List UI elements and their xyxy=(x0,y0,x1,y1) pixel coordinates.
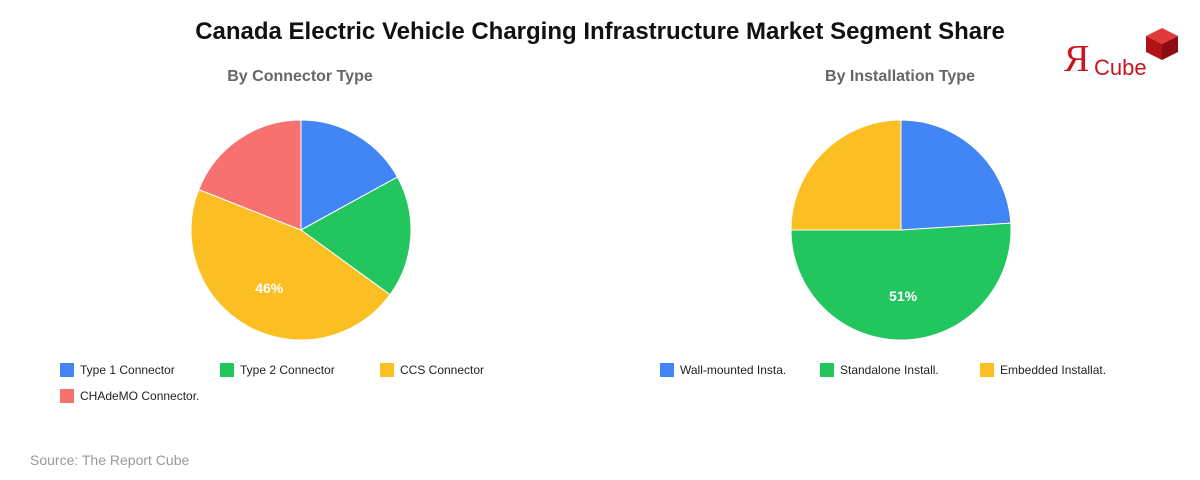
legend-swatch xyxy=(980,363,994,377)
legend-label: CHAdeMO Connector. xyxy=(80,389,200,403)
legend-label: Embedded Installat. xyxy=(1000,363,1107,377)
slice-data-label: 46% xyxy=(255,280,284,296)
pie-slice-ccs-connector xyxy=(190,188,391,341)
chart-title: Canada Electric Vehicle Charging Infrast… xyxy=(195,18,1005,45)
logo-mark: Я xyxy=(1064,38,1090,80)
pie-slice-chademo-connector xyxy=(198,119,302,231)
installation-type-subtitle: By Installation Type xyxy=(825,68,975,85)
pie-slice-wall-mounted-insta xyxy=(900,119,1012,231)
legend-swatch xyxy=(60,363,74,377)
legend-label: CCS Connector xyxy=(400,363,485,377)
legend-label: Type 2 Connector xyxy=(240,363,335,377)
installation-type-pie: 51% xyxy=(790,119,1012,341)
connector-type-pie: 46% xyxy=(190,119,412,341)
report-cube-logo: Я Cube xyxy=(1062,26,1182,82)
logo-text: Cube xyxy=(1094,55,1147,80)
source-note: Source: The Report Cube xyxy=(30,452,190,468)
legend-label: Type 1 Connector xyxy=(80,363,175,377)
legend-label: Standalone Install. xyxy=(840,363,939,377)
legend-label: Wall-mounted Insta. xyxy=(680,363,787,377)
pie-slice-type-1-connector xyxy=(300,119,399,231)
cube-icon xyxy=(1146,28,1178,60)
pie-slice-standalone-install xyxy=(790,222,1012,341)
legend-swatch xyxy=(380,363,394,377)
legend-swatch xyxy=(820,363,834,377)
connector-type-subtitle: By Connector Type xyxy=(227,68,373,85)
legend-swatch xyxy=(220,363,234,377)
slice-data-label: 51% xyxy=(889,288,918,304)
pie-slice-embedded-installat xyxy=(790,119,902,231)
pie-slice-type-2-connector xyxy=(300,176,412,296)
legend-swatch xyxy=(60,389,74,403)
legend-swatch xyxy=(660,363,674,377)
